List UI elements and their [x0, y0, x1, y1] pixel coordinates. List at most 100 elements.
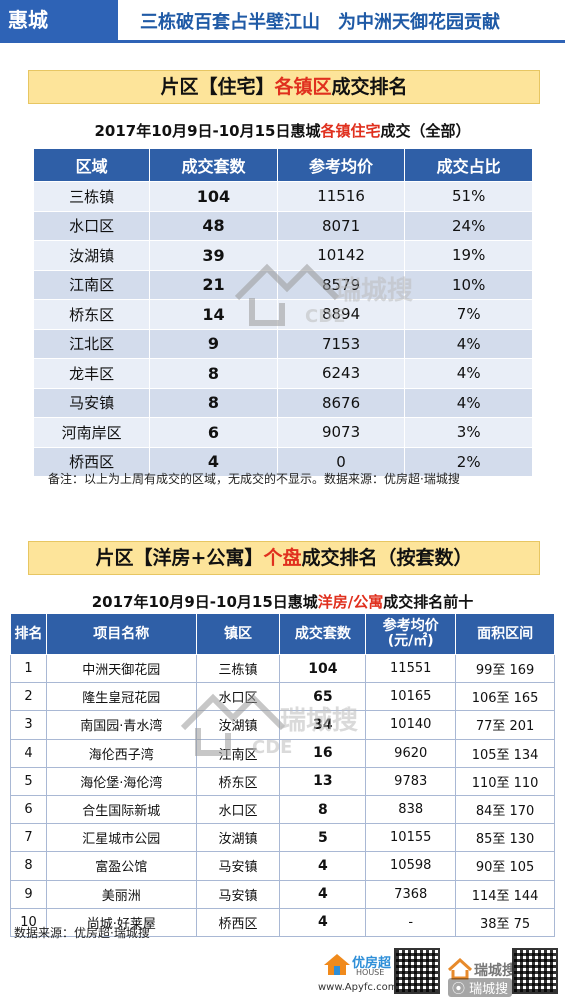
cell-town: 汝湖镇	[195, 710, 281, 740]
cell-share: 4%	[404, 387, 533, 418]
section1-subtitle: 2017年10月9日-10月15日惠城各镇住宅成交（全部）	[0, 120, 565, 141]
col-header-share: 成交占比	[404, 148, 533, 182]
cell-area: 90至 105	[455, 851, 555, 881]
cell-project: 中洲天御花园	[45, 653, 197, 684]
cell-share: 4%	[404, 358, 533, 389]
cell-units: 48	[149, 210, 278, 241]
cell-share: 2%	[404, 446, 533, 477]
cell-district: 桥东区	[32, 299, 151, 330]
section2-banner: 片区【洋房+公寓】个盘成交排名（按套数）	[28, 541, 540, 575]
cell-price: 10140	[365, 710, 457, 740]
cell-rank: 8	[10, 851, 47, 881]
cell-price: 10142	[276, 240, 406, 271]
cell-price: 8676	[276, 387, 406, 418]
section1-banner-red: 各镇区	[274, 76, 332, 98]
table-header-row: 区域 成交套数 参考均价 成交占比	[32, 148, 533, 182]
cell-town: 马安镇	[195, 879, 281, 909]
col-header-price: 参考均价 (元/㎡)	[365, 613, 457, 655]
cell-price: 8894	[276, 299, 406, 330]
cell-units: 39	[149, 240, 278, 271]
cell-share: 10%	[404, 269, 533, 300]
cell-area: 85至 130	[455, 823, 555, 853]
table-row: 3 南国园·青水湾 汝湖镇 34 10140 77至 201	[10, 710, 555, 740]
cell-district: 江北区	[32, 328, 151, 359]
cell-units: 65	[279, 682, 367, 712]
cell-district: 河南岸区	[32, 417, 151, 448]
col-header-town: 镇区	[195, 613, 281, 655]
cell-share: 51%	[404, 181, 533, 212]
cell-town: 三栋镇	[195, 653, 281, 684]
col-header-area: 面积区间	[455, 613, 555, 655]
cell-area: 105至 134	[455, 738, 555, 768]
table-row: 马安镇 8 8676 4%	[32, 387, 533, 418]
cell-town: 马安镇	[195, 851, 281, 881]
cell-price: 11551	[365, 653, 457, 684]
section2-source: 数据来源：优房超·瑞城搜	[14, 926, 150, 940]
wechat-name: 瑞城搜	[469, 982, 509, 997]
cell-town: 桥东区	[195, 766, 281, 796]
col-header-units: 成交套数	[279, 613, 367, 655]
cell-town: 水口区	[195, 682, 281, 712]
cell-area: 99至 169	[455, 653, 555, 684]
cell-units: 14	[149, 299, 278, 330]
cell-price: 8071	[276, 210, 406, 241]
cell-price: 838	[365, 794, 457, 825]
wechat-icon: ⦿	[452, 982, 466, 997]
table-row: 10 尚城·好莱屋 桥西区 4-38至 75	[10, 907, 555, 937]
section2-subtitle-red: 洋房/公寓	[317, 593, 384, 611]
cell-project: 隆生皇冠花园	[45, 682, 197, 712]
cell-units: 21	[149, 269, 278, 300]
cell-district: 江南区	[32, 269, 151, 300]
house-outline-icon	[447, 957, 473, 980]
section1-subtitle-pre: 2017年10月9日-10月15日惠城	[94, 122, 321, 140]
city-label: 惠城	[0, 0, 118, 40]
cell-project: 海伦堡·海伦湾	[45, 766, 197, 796]
cell-rank: 9	[10, 879, 47, 909]
cell-project: 富盈公馆	[45, 851, 197, 881]
table-row: 桥东区 14 8894 7%	[32, 299, 533, 330]
section1-subtitle-red: 各镇住宅	[320, 122, 381, 140]
cell-units: 9	[149, 328, 278, 359]
cell-town: 水口区	[195, 794, 281, 825]
cell-project: 海伦西子湾	[45, 738, 197, 768]
cell-units: 4	[279, 879, 367, 909]
cell-units: 13	[279, 766, 367, 796]
cell-share: 4%	[404, 328, 533, 359]
cell-share: 3%	[404, 417, 533, 448]
col-header-rank: 排名	[10, 613, 47, 655]
table-header-row: 排名 项目名称 镇区 成交套数 参考均价 (元/㎡) 面积区间	[10, 613, 555, 655]
top-header: 惠城 三栋破百套占半壁江山 为中洲天御花园贡献	[0, 0, 565, 43]
cell-rank: 1	[10, 653, 47, 684]
cell-rank: 4	[10, 738, 47, 768]
table-row: 7 汇星城市公园 汝湖镇 5 10155 85至 130	[10, 823, 555, 853]
cell-area: 77至 201	[455, 710, 555, 740]
table-row: 龙丰区 8 6243 4%	[32, 358, 533, 389]
section1-banner-pre: 片区【住宅】	[160, 76, 275, 98]
cell-share: 7%	[404, 299, 533, 330]
cell-area: 84至 170	[455, 794, 555, 825]
cell-district: 桥西区	[32, 446, 151, 477]
cell-units: 104	[149, 181, 278, 212]
cell-district: 汝湖镇	[32, 240, 151, 271]
table-row: 三栋镇 104 11516 51%	[32, 181, 533, 212]
cell-rank: 6	[10, 794, 47, 825]
cell-price: 8579	[276, 269, 406, 300]
section2-subtitle-post: 成交排名前十	[383, 593, 474, 611]
cell-price: 11516	[276, 181, 406, 212]
cell-area: 110至 110	[455, 766, 555, 796]
cell-units: 104	[279, 653, 367, 684]
cell-rank: 3	[10, 710, 47, 740]
cell-units: 5	[279, 823, 367, 853]
section1-banner-post: 成交排名	[331, 76, 408, 98]
table-row: 5 海伦堡·海伦湾 桥东区 13 9783 110至 110	[10, 766, 555, 796]
section1-note: 备注：以上为上周有成交的区域，无成交的不显示。数据来源：优房超·瑞城搜	[48, 472, 460, 486]
section2-subtitle: 2017年10月9日-10月15日惠城洋房/公寓成交排名前十	[0, 591, 565, 612]
cell-price: 7153	[276, 328, 406, 359]
cell-town: 江南区	[195, 738, 281, 768]
footer-logo-cde	[447, 957, 473, 984]
project-ranking-table: 排名 项目名称 镇区 成交套数 参考均价 (元/㎡) 面积区间 1 中洲天御花园 三栋…	[10, 613, 555, 937]
cell-units: 8	[149, 358, 278, 389]
cell-units: 6	[149, 417, 278, 448]
headline: 三栋破百套占半壁江山 为中洲天御花园贡献	[140, 12, 500, 33]
cell-area: 114至 144	[455, 879, 555, 909]
